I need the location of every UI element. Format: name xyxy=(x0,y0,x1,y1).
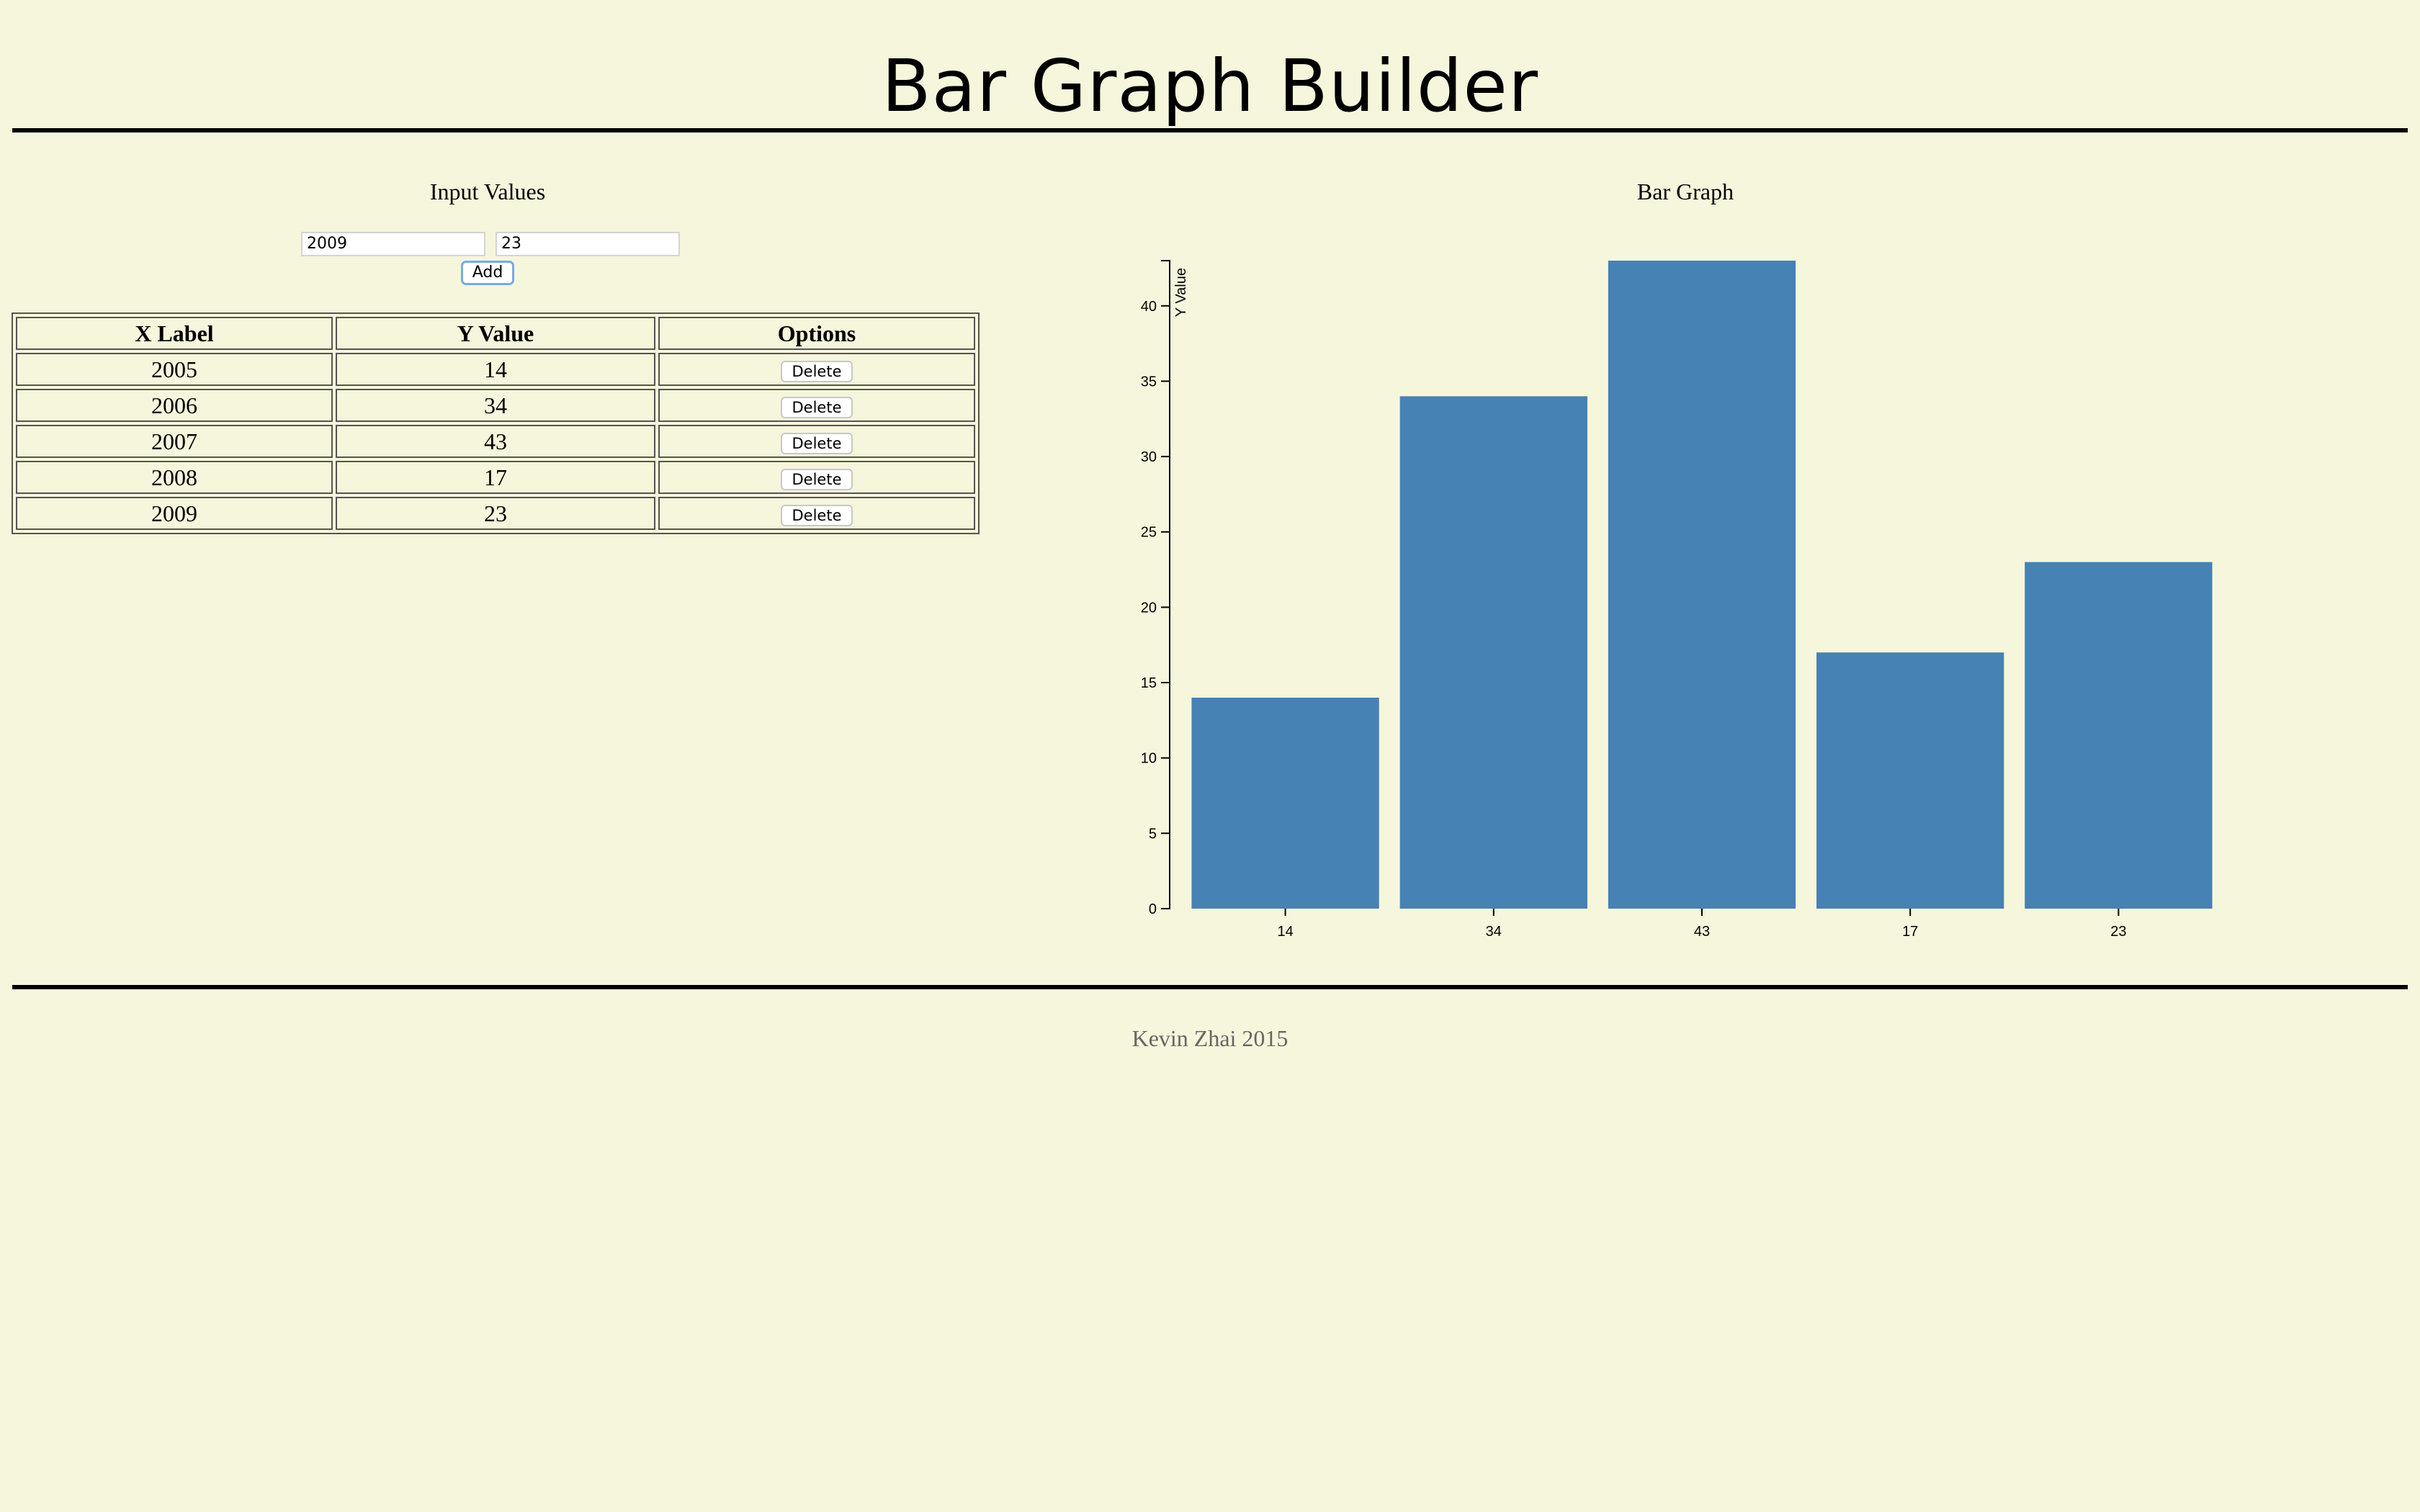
delete-button[interactable]: Delete xyxy=(781,505,853,527)
options-cell: Delete xyxy=(658,389,975,422)
bar xyxy=(2025,562,2213,909)
delete-button[interactable]: Delete xyxy=(781,361,853,383)
x-tick-label: 23 xyxy=(2110,924,2126,940)
x-tick-label: 43 xyxy=(1694,924,1710,940)
bar xyxy=(1608,261,1796,909)
bar xyxy=(1816,652,2004,909)
table-header-row: X Label Y Value Options xyxy=(16,317,975,350)
y-value-cell: 43 xyxy=(336,425,655,458)
y-value-input[interactable]: 23 xyxy=(496,232,680,256)
y-value-cell: 34 xyxy=(336,389,655,422)
delete-button[interactable]: Delete xyxy=(781,433,853,455)
delete-button[interactable]: Delete xyxy=(781,397,853,419)
x-label-cell: 2009 xyxy=(16,497,333,530)
y-tick-label: 30 xyxy=(1141,449,1157,465)
y-value-header: Y Value xyxy=(336,317,655,350)
footer-divider xyxy=(12,985,2408,989)
x-label-input[interactable]: 2009 xyxy=(301,232,485,256)
y-tick-label: 25 xyxy=(1141,525,1157,541)
options-cell: Delete xyxy=(658,461,975,494)
y-tick-label: 35 xyxy=(1141,374,1157,390)
table-row: 2006 34 Delete xyxy=(16,389,975,422)
x-label-cell: 2005 xyxy=(16,353,333,386)
y-tick-label: 0 xyxy=(1149,901,1157,917)
bar-graph-title: Bar Graph xyxy=(1636,179,1734,204)
bars xyxy=(1191,261,2213,909)
options-cell: Delete xyxy=(658,353,975,386)
bar-chart: 0 5 10 15 20 25 30 35 40 Y Value 14 34 43 17 23 xyxy=(1141,260,2213,940)
options-cell: Delete xyxy=(658,425,975,458)
y-axis-label: Y Value xyxy=(1173,268,1189,317)
x-axis: 14 34 43 17 23 xyxy=(1277,909,2127,940)
footer-credit: Kevin Zhai 2015 xyxy=(1131,1025,1289,1051)
x-tick-label: 17 xyxy=(1902,924,1918,940)
header-divider xyxy=(12,128,2408,132)
table-row: 2007 43 Delete xyxy=(16,425,975,458)
options-cell: Delete xyxy=(658,497,975,530)
delete-button[interactable]: Delete xyxy=(781,469,853,491)
input-values-title: Input Values xyxy=(429,179,546,204)
add-button[interactable]: Add xyxy=(461,261,514,285)
x-label-cell: 2006 xyxy=(16,389,333,422)
values-table: X Label Y Value Options 2005 14 Delete 2… xyxy=(12,312,980,534)
y-value-cell: 23 xyxy=(336,497,655,530)
options-header: Options xyxy=(658,317,975,350)
y-value-cell: 17 xyxy=(336,461,655,494)
table-row: 2008 17 Delete xyxy=(16,461,975,494)
bar xyxy=(1191,697,1379,909)
table-row: 2009 23 Delete xyxy=(16,497,975,530)
bar xyxy=(1399,396,1587,909)
y-tick-label: 5 xyxy=(1149,826,1157,842)
y-tick-label: 15 xyxy=(1141,675,1157,691)
x-tick-label: 14 xyxy=(1277,924,1293,940)
y-tick-label: 20 xyxy=(1141,600,1157,616)
x-label-header: X Label xyxy=(16,317,333,350)
x-label-cell: 2007 xyxy=(16,425,333,458)
page-title: Bar Graph Builder xyxy=(882,44,1538,128)
y-value-cell: 14 xyxy=(336,353,655,386)
y-tick-label: 40 xyxy=(1141,299,1157,315)
table-row: 2005 14 Delete xyxy=(16,353,975,386)
y-tick-label: 10 xyxy=(1141,751,1157,767)
x-tick-label: 34 xyxy=(1486,924,1502,940)
x-label-cell: 2008 xyxy=(16,461,333,494)
y-axis-line xyxy=(1161,260,1170,909)
y-axis: 0 5 10 15 20 25 30 35 40 Y Value xyxy=(1141,260,1189,917)
